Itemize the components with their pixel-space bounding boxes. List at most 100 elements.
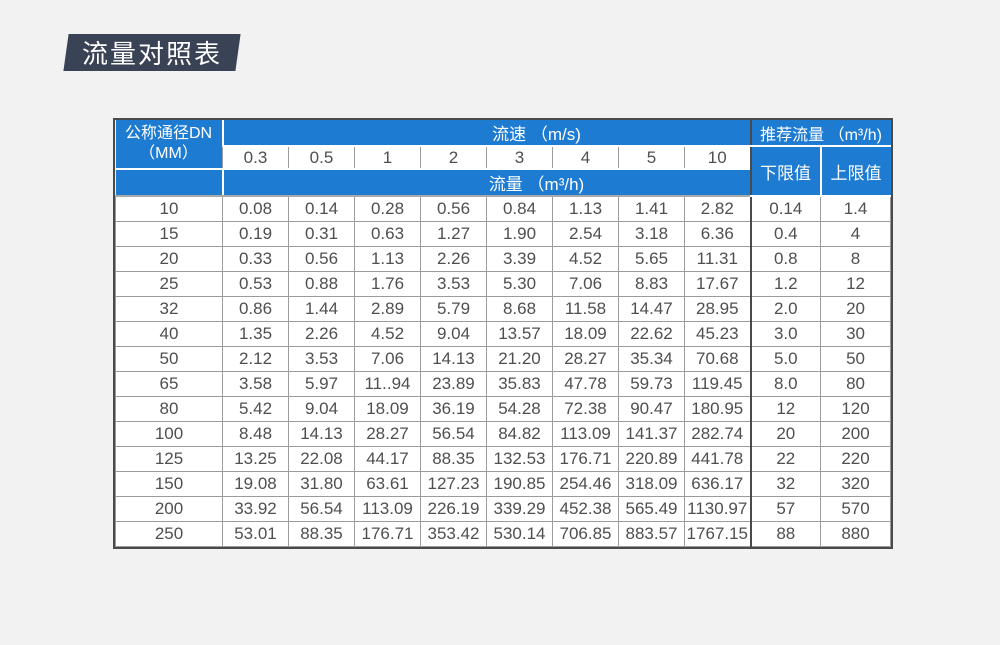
flow-cell: 0.53 <box>222 270 289 297</box>
flow-cell: 3.18 <box>618 220 685 247</box>
flow-cell: 1.76 <box>354 270 421 297</box>
flow-unit-header: 流量 （m³/h) <box>221 168 752 197</box>
lower-limit-cell: 1.2 <box>749 270 822 297</box>
velocity-header: 流速 （m/s) <box>221 120 752 147</box>
header-row-2: 0.3 0.5 1 2 3 4 5 10 下限值 上限值 <box>116 145 891 197</box>
dn-header-line1: 公称通径DN <box>124 125 213 142</box>
lower-limit-cell: 8.0 <box>749 370 822 397</box>
flow-cell: 28.95 <box>683 295 752 322</box>
flow-cell: 1.27 <box>420 220 487 247</box>
flow-cell: 1767.15 <box>683 520 752 547</box>
dn-cell: 15 <box>115 220 223 247</box>
flow-cell: 5.42 <box>222 395 289 422</box>
dn-cell: 200 <box>115 495 223 522</box>
flow-cell: 14.13 <box>288 420 355 447</box>
flow-cell: 282.74 <box>683 420 752 447</box>
flow-cell: 18.09 <box>552 320 619 347</box>
flow-cell: 141.37 <box>618 420 685 447</box>
flow-cell: 88.35 <box>420 445 487 472</box>
flow-cell: 4.52 <box>354 320 421 347</box>
upper-limit-cell: 200 <box>820 420 892 447</box>
dn-cell: 25 <box>115 270 223 297</box>
flow-cell: 1.41 <box>618 195 685 222</box>
flow-cell: 11..94 <box>354 370 421 397</box>
flow-cell: 8.83 <box>618 270 685 297</box>
velocity-value-header: 0.3 <box>222 145 289 170</box>
upper-limit-cell: 20 <box>820 295 892 322</box>
flow-cell: 14.47 <box>618 295 685 322</box>
flow-cell: 220.89 <box>618 445 685 472</box>
flow-cell: 441.78 <box>683 445 752 472</box>
flow-cell: 1.13 <box>552 195 619 222</box>
flow-cell: 0.88 <box>288 270 355 297</box>
flow-cell: 353.42 <box>420 520 487 547</box>
table-row: 250 53.01 88.35 176.71 353.42 530.14 706.85 883… <box>115 520 892 547</box>
flow-table-frame: 公称通径DN （MM） 流速 （m/s) 推荐流量 （m³/h) 0.3 0.5… <box>113 118 894 549</box>
velocity-value-header: 3 <box>486 145 553 170</box>
dn-empty-cell <box>115 168 224 197</box>
flow-cell: 19.08 <box>222 470 289 497</box>
header-row-3: 流量 （m³/h) <box>115 168 891 197</box>
lower-limit-cell: 57 <box>749 495 822 522</box>
velocity-value-header: 10 <box>683 145 752 170</box>
flow-cell: 180.95 <box>683 395 752 422</box>
dn-cell: 65 <box>115 370 223 397</box>
flow-cell: 13.25 <box>222 445 289 472</box>
flow-cell: 36.19 <box>420 395 487 422</box>
flow-cell: 35.34 <box>618 345 685 372</box>
velocity-value-header: 4 <box>552 145 619 170</box>
lower-limit-cell: 0.8 <box>749 245 822 272</box>
flow-cell: 7.06 <box>552 270 619 297</box>
upper-limit-cell: 320 <box>820 470 892 497</box>
lower-limit-cell: 0.4 <box>749 220 822 247</box>
dn-header: 公称通径DN （MM） <box>115 120 223 170</box>
upper-limit-cell: 570 <box>820 495 892 522</box>
flow-cell: 28.27 <box>552 345 619 372</box>
lower-limit-cell: 22 <box>749 445 822 472</box>
flow-cell: 33.92 <box>222 495 289 522</box>
flow-cell: 63.61 <box>354 470 421 497</box>
upper-limit-cell: 1.4 <box>820 195 892 222</box>
flow-cell: 17.67 <box>683 270 752 297</box>
flow-cell: 53.01 <box>222 520 289 547</box>
table-body: 10 0.08 0.14 0.28 0.56 0.84 1.13 1.41 2.82 0.14 1.… <box>115 195 892 547</box>
flow-cell: 119.45 <box>683 370 752 397</box>
flow-cell: 2.89 <box>354 295 421 322</box>
flow-cell: 0.33 <box>222 245 289 272</box>
lower-limit-cell: 2.0 <box>749 295 822 322</box>
flow-cell: 0.56 <box>420 195 487 222</box>
flow-cell: 565.49 <box>618 495 685 522</box>
flow-cell: 23.89 <box>420 370 487 397</box>
upper-limit-cell: 120 <box>820 395 892 422</box>
dn-cell: 20 <box>115 245 223 272</box>
flow-cell: 883.57 <box>618 520 685 547</box>
page-title: 流量对照表 <box>82 39 223 69</box>
flow-cell: 176.71 <box>354 520 421 547</box>
dn-header-line2: （MM） <box>139 145 198 162</box>
recommended-flow-header: 推荐流量 （m³/h) <box>749 120 891 147</box>
dn-cell: 250 <box>115 520 223 547</box>
flow-cell: 59.73 <box>618 370 685 397</box>
table-row: 10 0.08 0.14 0.28 0.56 0.84 1.13 1.41 2.82 0.14 1.… <box>115 195 892 222</box>
flow-cell: 1130.97 <box>683 495 752 522</box>
upper-limit-cell: 4 <box>820 220 892 247</box>
flow-cell: 452.38 <box>552 495 619 522</box>
flow-cell: 21.20 <box>486 345 553 372</box>
flow-cell: 0.63 <box>354 220 421 247</box>
lower-limit-cell: 20 <box>749 420 822 447</box>
flow-cell: 226.19 <box>420 495 487 522</box>
flow-cell: 9.04 <box>420 320 487 347</box>
velocity-value-header: 5 <box>618 145 685 170</box>
flow-cell: 706.85 <box>552 520 619 547</box>
flow-cell: 8.48 <box>222 420 289 447</box>
flow-cell: 14.13 <box>420 345 487 372</box>
flow-cell: 5.79 <box>420 295 487 322</box>
upper-limit-cell: 8 <box>820 245 892 272</box>
flow-cell: 530.14 <box>486 520 553 547</box>
table-row: 40 1.35 2.26 4.52 9.04 13.57 18.09 22.62 45.23 3.… <box>115 320 892 347</box>
flow-cell: 22.08 <box>288 445 355 472</box>
flow-cell: 0.28 <box>354 195 421 222</box>
flow-cell: 127.23 <box>420 470 487 497</box>
flow-cell: 56.54 <box>288 495 355 522</box>
table-row: 20 0.33 0.56 1.13 2.26 3.39 4.52 5.65 11.31 0.8 8 <box>115 245 892 272</box>
